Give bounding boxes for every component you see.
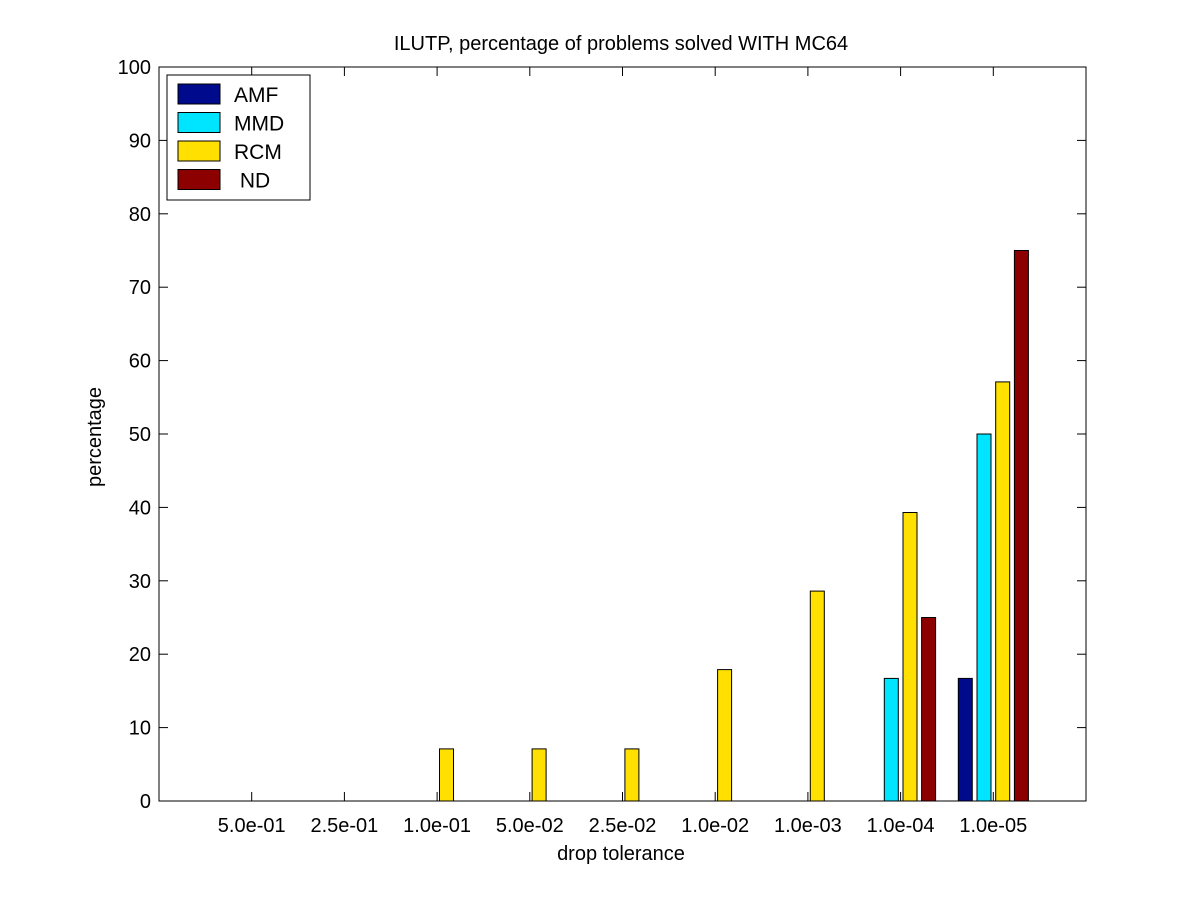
bar-rcm-1.0e-02 bbox=[717, 669, 733, 802]
legend-label-amf: AMF bbox=[234, 84, 278, 107]
x-tick-label: 1.0e-04 bbox=[867, 815, 935, 837]
bar-rcm-2.5e-02 bbox=[624, 748, 640, 802]
y-axis-label: percentage bbox=[84, 387, 106, 487]
legend-swatch-rcm bbox=[177, 140, 221, 162]
legend-swatch-mmd bbox=[177, 112, 221, 133]
y-tick-label: 50 bbox=[129, 424, 151, 446]
y-tick-label: 30 bbox=[129, 571, 151, 593]
legend-label-nd: ND bbox=[234, 170, 270, 193]
x-tick-label: 5.0e-01 bbox=[218, 815, 286, 837]
y-tick-label: 40 bbox=[129, 497, 151, 519]
bar-amf-1.0e-05 bbox=[957, 677, 973, 802]
x-tick-label: 2.5e-02 bbox=[589, 815, 657, 837]
y-tick-label: 60 bbox=[129, 351, 151, 373]
bar-nd-1.0e-05 bbox=[1013, 250, 1029, 802]
bar-rcm-1.0e-04 bbox=[902, 512, 918, 802]
y-tick-label: 70 bbox=[129, 277, 151, 299]
bar-rcm-1.0e-03 bbox=[809, 590, 825, 802]
x-tick-label: 2.5e-01 bbox=[310, 815, 378, 837]
x-tick-label: 1.0e-03 bbox=[774, 815, 842, 837]
y-tick-label: 100 bbox=[118, 57, 151, 79]
x-tick-label: 1.0e-05 bbox=[959, 815, 1027, 837]
y-tick-label: 20 bbox=[129, 644, 151, 666]
legend-swatch-amf bbox=[177, 83, 221, 105]
bar-mmd-1.0e-05 bbox=[976, 433, 992, 802]
legend-label-mmd: MMD bbox=[234, 113, 284, 136]
legend-swatch-nd bbox=[177, 169, 221, 190]
bar-mmd-1.0e-04 bbox=[883, 677, 899, 802]
chart-title: ILUTP, percentage of problems solved WIT… bbox=[394, 33, 848, 55]
bar-rcm-1.0e-05 bbox=[995, 381, 1011, 802]
y-tick-label: 0 bbox=[140, 791, 151, 813]
x-axis-label: drop tolerance bbox=[557, 843, 685, 865]
x-tick-label: 1.0e-01 bbox=[403, 815, 471, 837]
bar-rcm-1.0e-01 bbox=[439, 748, 454, 802]
bar-nd-1.0e-04 bbox=[921, 617, 937, 802]
y-tick-label: 10 bbox=[129, 718, 151, 740]
x-tick-label: 1.0e-02 bbox=[681, 815, 749, 837]
x-tick-label: 5.0e-02 bbox=[496, 815, 564, 837]
legend-label-rcm: RCM bbox=[234, 141, 282, 164]
axes-layer: 0 10 20 30 40 50 60 70 80 90 100 5.0e-01 2.5e-01 1.0e… bbox=[118, 57, 1087, 837]
bar-rcm-5.0e-02 bbox=[531, 748, 547, 802]
y-tick-label: 90 bbox=[129, 130, 151, 152]
legend: AMF MMD RCM ND bbox=[166, 74, 311, 201]
y-tick-label: 80 bbox=[129, 204, 151, 226]
